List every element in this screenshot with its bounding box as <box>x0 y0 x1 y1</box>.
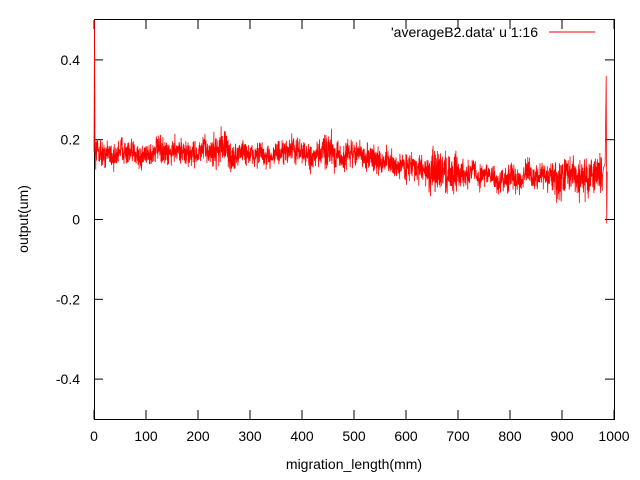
x-tick-label: 900 <box>550 428 574 444</box>
series-line <box>93 19 608 224</box>
x-ticks: 0 100 200 300 400 500 600 700 800 900 1000 <box>90 20 630 444</box>
y-tick-label: 0.2 <box>61 132 81 148</box>
x-tick-label: 600 <box>394 428 418 444</box>
y-axis-label: output(um) <box>15 185 31 253</box>
x-axis-label: migration_length(mm) <box>286 456 422 472</box>
x-tick-label: 400 <box>290 428 314 444</box>
series <box>93 19 608 224</box>
x-tick-label: 500 <box>342 428 366 444</box>
y-tick-label: -0.2 <box>56 291 80 307</box>
legend: 'averageB2.data' u 1:16 <box>391 24 595 40</box>
x-tick-label: 1000 <box>598 428 629 444</box>
x-tick-label: 100 <box>134 428 158 444</box>
x-tick-label: 200 <box>186 428 210 444</box>
y-tick-label: 0 <box>72 212 80 228</box>
plot-frame <box>94 19 615 420</box>
y-tick-label: -0.4 <box>56 371 80 387</box>
y-tick-label: 0.4 <box>61 52 81 68</box>
x-tick-label: 800 <box>498 428 522 444</box>
y-ticks: -0.4 -0.2 0 0.2 0.4 <box>56 52 614 387</box>
x-tick-label: 700 <box>446 428 470 444</box>
x-tick-label: 300 <box>238 428 262 444</box>
x-tick-label: 0 <box>90 428 98 444</box>
legend-label: 'averageB2.data' u 1:16 <box>391 24 538 40</box>
